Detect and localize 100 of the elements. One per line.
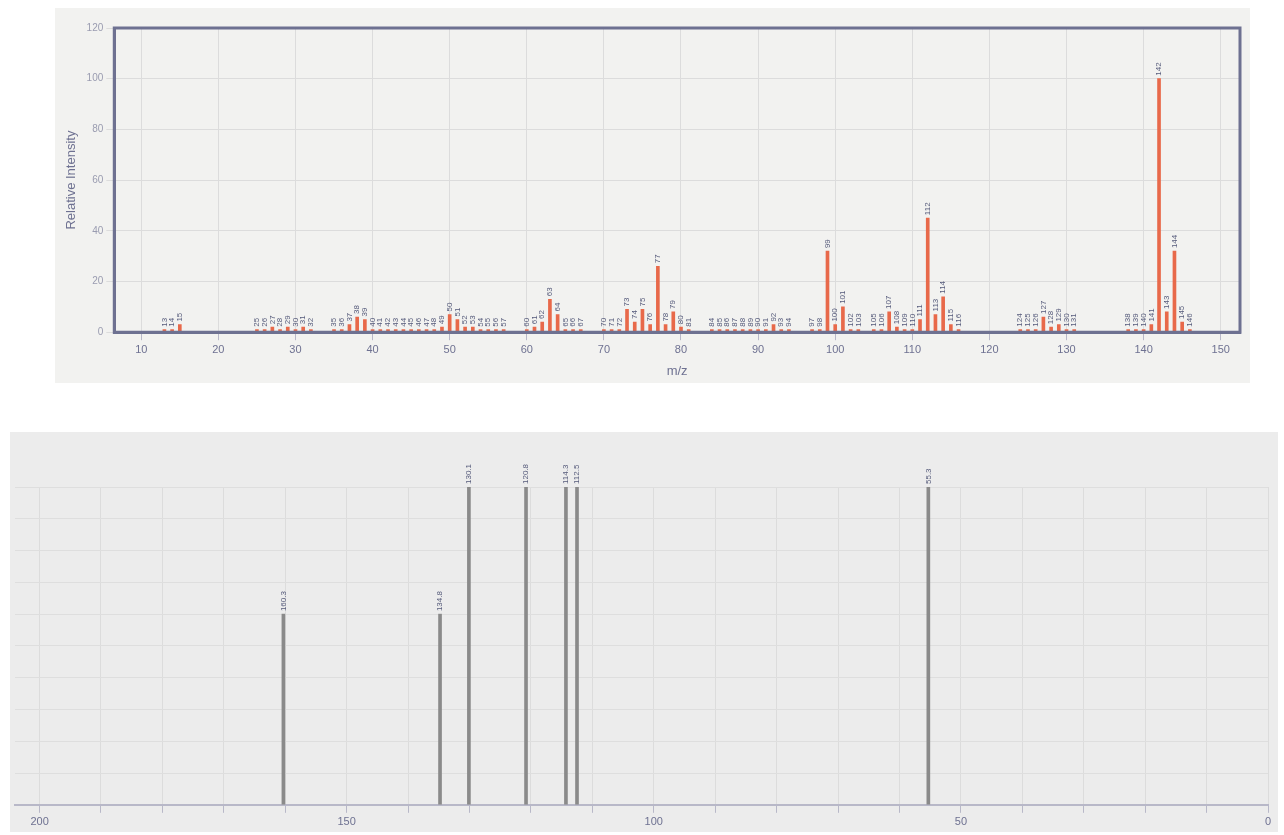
annotation: 113: [930, 298, 940, 312]
annotation: 46: [414, 317, 424, 327]
annotation: 142: [1154, 61, 1164, 76]
annotation: 144: [1169, 234, 1179, 249]
annotation: 128: [1046, 310, 1056, 325]
annotation: 26: [259, 317, 269, 327]
x-tick-label: 100: [826, 342, 845, 355]
x-tick-label: 200: [30, 815, 49, 828]
annotation: 126: [1030, 312, 1040, 327]
y-tick-label: 60: [92, 173, 104, 185]
bar: [656, 265, 660, 333]
annotation: 13: [159, 317, 169, 327]
annotation: 109: [899, 312, 909, 327]
bar: [1157, 78, 1161, 333]
annotation: 112: [922, 201, 932, 216]
annotation: 75: [637, 296, 647, 307]
annotation: 106: [876, 312, 886, 327]
annotation: 116: [953, 313, 963, 327]
annotation: 44: [398, 317, 408, 327]
annotation: 71: [606, 317, 616, 327]
annotation: 77: [653, 253, 663, 264]
annotation: 85: [714, 317, 724, 327]
x-tick-label: 110: [903, 342, 922, 355]
y-tick-label: 20: [92, 275, 104, 287]
bar: [1164, 311, 1169, 333]
annotation: 97: [807, 317, 817, 327]
bar: [941, 296, 945, 333]
bar: [648, 324, 652, 333]
annotation: 72: [614, 317, 624, 327]
annotation: 93: [776, 317, 786, 327]
annotation: 86: [722, 317, 732, 327]
annotation: 114: [938, 280, 948, 294]
annotation: 111: [915, 303, 925, 317]
annotation: 41: [375, 317, 385, 327]
x-tick-label: 120: [980, 342, 999, 355]
bar: [548, 298, 552, 333]
x-tick-label: 40: [366, 342, 379, 355]
annotation: 76: [645, 312, 655, 322]
annotation: 105: [868, 312, 878, 327]
y-tick-label: 100: [86, 72, 104, 84]
bar: [671, 311, 676, 333]
y-tick-label: 120: [86, 21, 104, 33]
x-tick-label: 140: [1134, 342, 1153, 355]
bar: [1180, 321, 1184, 333]
annotation: 99: [822, 238, 832, 249]
annotation: 127: [1038, 300, 1048, 314]
x-axis-title: m/z: [666, 362, 688, 378]
annotation: 115: [946, 308, 956, 322]
annotation: 31: [298, 314, 308, 325]
annotation: 90: [753, 317, 763, 327]
annotation: 53: [468, 314, 478, 325]
annotation: 51: [452, 307, 462, 317]
annotation: 63: [545, 286, 555, 297]
annotation: 49: [437, 314, 447, 325]
annotation: 50: [444, 302, 454, 312]
y-tick-label: 80: [92, 123, 104, 135]
x-tick-label: 130: [1057, 342, 1076, 355]
annotation: 89: [745, 317, 755, 327]
annotation: 145: [1177, 305, 1187, 320]
annotation: 100: [830, 307, 840, 322]
annotation: 143: [1161, 295, 1171, 309]
annotation: 56: [491, 317, 501, 327]
annotation: 91: [761, 317, 771, 327]
annotation: 52: [460, 314, 470, 325]
annotation: 48: [429, 317, 439, 327]
annotation: 57: [498, 317, 508, 327]
annotation: 61: [529, 314, 539, 325]
bar: [355, 316, 359, 333]
annotation: 66: [568, 317, 578, 327]
bar: [841, 306, 845, 333]
x-tick-label: 70: [597, 342, 611, 355]
annotation: 88: [737, 317, 747, 327]
annotation: 120.8: [521, 463, 531, 484]
bar: [447, 314, 452, 333]
annotation: 107: [884, 295, 894, 309]
x-tick-label: 60: [520, 342, 533, 355]
annotation: 134.8: [435, 590, 445, 612]
x-tick-label: 100: [644, 815, 663, 828]
annotation: 42: [383, 317, 393, 327]
annotation: 54: [475, 317, 485, 327]
bar: [1056, 324, 1061, 333]
bar: [632, 321, 637, 333]
annotation: 15: [175, 312, 185, 322]
annotation: 114.3: [561, 464, 571, 484]
annotation: 81: [683, 317, 693, 327]
x-tick-label: 90: [751, 342, 765, 355]
x-tick-label: 50: [443, 342, 456, 355]
bar: [177, 324, 182, 333]
annotation: 87: [730, 317, 740, 327]
annotation: 138: [1123, 312, 1133, 327]
x-tick-label: 30: [289, 342, 302, 355]
annotation: 60: [521, 317, 531, 327]
bar: [925, 217, 930, 333]
y-tick-label: 0: [97, 325, 104, 337]
annotation: 62: [537, 309, 547, 320]
x-tick-label: 80: [674, 342, 688, 355]
annotation: 43: [390, 317, 400, 327]
annotation: 45: [406, 317, 416, 327]
x-tick-label: 150: [337, 815, 356, 828]
y-axis-title: Relative Intensity: [63, 130, 79, 230]
